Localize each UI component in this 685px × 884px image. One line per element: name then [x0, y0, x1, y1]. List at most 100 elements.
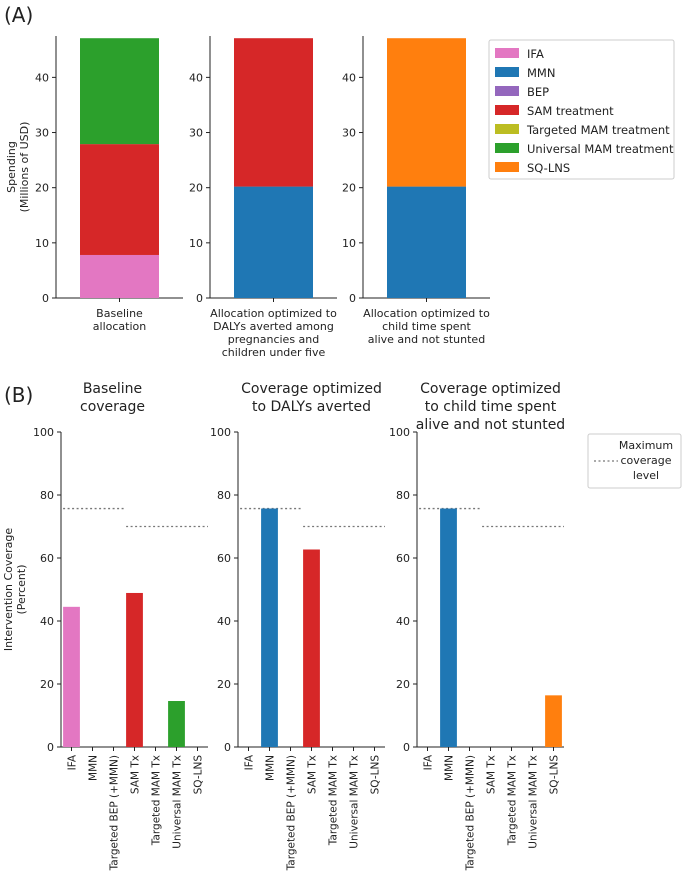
y-tick-label: 40 [35, 71, 49, 84]
x-tick-label: Targeted BEP (+MMN) [109, 755, 121, 871]
legend-label-universal-mam-treatment: Universal MAM treatment [527, 142, 674, 156]
panel-a-letter: (A) [4, 3, 33, 27]
x-tick-label: SQ-LNS [193, 755, 205, 795]
y-axis-label: (Percent) [15, 565, 28, 615]
legend-swatch-universal-mam-treatment [495, 143, 519, 153]
y-tick-label: 80 [396, 489, 410, 502]
y-axis-label: (Millions of USD) [18, 122, 31, 213]
y-axis-label: Spending [5, 141, 18, 193]
panel-b-coverage-chart: Baseline coverage 0 20 40 60 80 100 IFA MMN Target… [2, 381, 682, 871]
y-tick-label: 20 [35, 182, 49, 195]
legend-label-max-coverage: Maximum [619, 439, 673, 452]
x-category-label: children under five [222, 346, 326, 359]
y-tick-label: 20 [40, 678, 54, 691]
y-axis-label: Intervention Coverage [2, 528, 15, 652]
x-category-label: DALYs averted among [213, 320, 334, 333]
legend-label-targeted-mam-treatment: Targeted MAM treatment [526, 123, 670, 137]
y-tick-label: 30 [342, 127, 356, 140]
x-tick-label: MMN [88, 755, 100, 781]
x-tick-label: Targeted BEP (+MMN) [286, 755, 298, 871]
coverage-bar-mmn [440, 508, 457, 747]
y-tick-label: 100 [210, 426, 231, 439]
x-tick-label: IFA [244, 754, 256, 770]
legend-swatch-bep [495, 86, 519, 96]
x-category-label: Allocation optimized to [210, 307, 337, 320]
x-tick-label: SQ-LNS [549, 755, 561, 795]
coverage-bar-sam-tx [126, 592, 143, 747]
x-tick-label: MMN [265, 755, 277, 781]
y-tick-label: 40 [217, 615, 231, 628]
x-category-label: Baseline [96, 307, 143, 320]
stacked-bar-segment-sq-lns [387, 38, 466, 187]
x-tick-label: MMN [444, 755, 456, 781]
coverage-bar-sq-lns [545, 695, 562, 747]
x-tick-label: SQ-LNS [370, 755, 382, 795]
x-tick-label: Targeted BEP (+MMN) [465, 755, 477, 871]
y-tick-label: 20 [396, 678, 410, 691]
y-tick-label: 0 [196, 292, 203, 305]
x-tick-label: IFA [423, 754, 435, 770]
y-tick-label: 10 [35, 237, 49, 250]
y-tick-label: 0 [403, 741, 410, 754]
stacked-bar-segment-sam-treatment [80, 144, 159, 255]
x-tick-label: SAM Tx [307, 755, 319, 794]
y-tick-label: 10 [189, 237, 203, 250]
x-tick-label: Targeted MAM Tx [328, 755, 340, 846]
y-tick-label: 40 [40, 615, 54, 628]
y-tick-label: 100 [33, 426, 54, 439]
subplot-title: coverage [80, 399, 145, 415]
y-tick-label: 100 [389, 426, 410, 439]
legend-swatch-sam-treatment [495, 105, 519, 115]
legend-swatch-targeted-mam-treatment [495, 124, 519, 134]
subplot-title: Coverage optimized [420, 381, 561, 397]
legend-box [488, 39, 675, 180]
y-tick-label: 60 [217, 552, 231, 565]
stacked-bar-segment-mmn [387, 186, 466, 298]
y-tick-label: 30 [35, 127, 49, 140]
y-tick-label: 10 [342, 237, 356, 250]
stacked-bar-segment-ifa [80, 254, 159, 298]
y-tick-label: 40 [189, 71, 203, 84]
x-tick-label: Universal MAM Tx [528, 755, 540, 849]
legend-label-max-coverage: coverage [620, 454, 671, 467]
y-tick-label: 80 [217, 489, 231, 502]
subplot-title: to child time spent [425, 399, 557, 415]
stacked-bar-segment-universal-mam-treatment [80, 38, 159, 145]
legend-label-bep: BEP [527, 85, 549, 99]
y-tick-label: 0 [42, 292, 49, 305]
stacked-bar-segment-sam-treatment [234, 38, 313, 187]
x-tick-label: IFA [67, 754, 79, 770]
x-category-label: child time spent [382, 320, 471, 333]
x-category-label: Allocation optimized to [363, 307, 490, 320]
legend-label-sam-treatment: SAM treatment [527, 104, 614, 118]
y-tick-label: 0 [47, 741, 54, 754]
stacked-bar-segment-mmn [234, 186, 313, 298]
y-tick-label: 40 [396, 615, 410, 628]
y-tick-label: 30 [189, 127, 203, 140]
x-tick-label: Targeted MAM Tx [151, 755, 163, 846]
y-tick-label: 20 [217, 678, 231, 691]
x-tick-label: Targeted MAM Tx [507, 755, 519, 846]
legend-swatch-sq-lns [495, 162, 519, 172]
x-tick-label: SAM Tx [130, 755, 142, 794]
x-category-label: pregnancies and [228, 333, 320, 346]
subplot-title: Baseline [83, 381, 142, 397]
legend-swatch-mmn [495, 67, 519, 77]
y-tick-label: 0 [224, 741, 231, 754]
legend-box [587, 433, 682, 489]
y-tick-label: 60 [396, 552, 410, 565]
legend-label-ifa: IFA [527, 47, 544, 61]
y-tick-label: 0 [349, 292, 356, 305]
y-tick-label: 20 [342, 182, 356, 195]
panel-b-letter: (B) [4, 383, 33, 407]
coverage-bar-ifa [63, 606, 80, 747]
subplot-title: Coverage optimized [241, 381, 382, 397]
legend-swatch-ifa [495, 48, 519, 58]
legend-label-sq-lns: SQ-LNS [527, 161, 570, 175]
x-category-label: alive and not stunted [368, 333, 485, 346]
subplot-title: alive and not stunted [416, 417, 565, 433]
y-tick-label: 80 [40, 489, 54, 502]
coverage-bar-universal-mam-tx [168, 701, 185, 747]
